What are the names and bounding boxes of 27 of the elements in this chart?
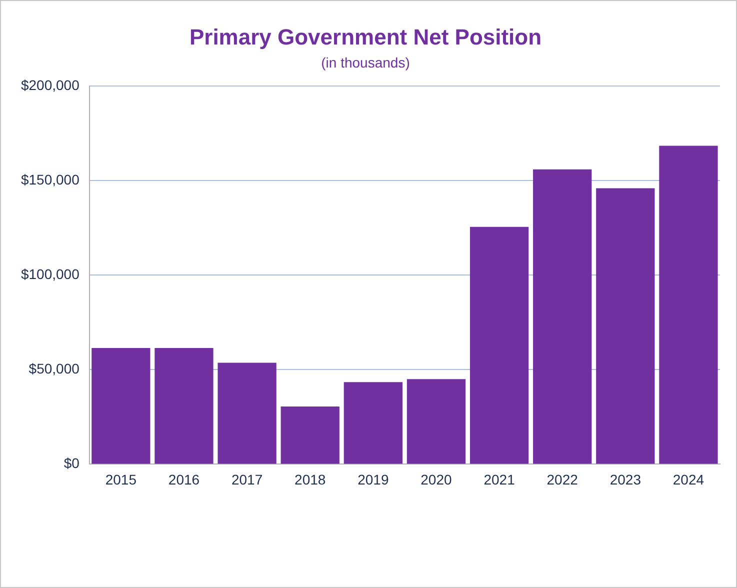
bar	[533, 169, 592, 464]
y-tick-label: $0	[64, 455, 80, 472]
bar	[280, 406, 340, 464]
y-tick-label: $50,000	[28, 360, 80, 377]
x-tick-label: 2018	[294, 471, 326, 488]
x-tick-label: 2019	[358, 471, 389, 488]
bar	[154, 348, 214, 464]
bar	[659, 146, 718, 464]
x-tick-label: 2015	[105, 471, 137, 488]
bar	[218, 362, 276, 464]
x-tick-label: 2023	[610, 471, 642, 488]
bar	[406, 379, 466, 464]
y-tick-label: $100,000	[20, 266, 80, 282]
y-tick-label: $200,000	[20, 77, 80, 94]
x-tick-label: 2017	[231, 471, 263, 488]
chart-subtitle: (in thousands)	[321, 54, 410, 71]
bar	[92, 348, 150, 464]
bar	[470, 226, 529, 464]
x-tick-label: 2022	[546, 471, 578, 488]
bar	[596, 188, 655, 464]
y-tick-label: $150,000	[20, 172, 80, 188]
x-tick-label: 2024	[672, 471, 704, 488]
x-tick-label: 2016	[168, 471, 200, 488]
x-tick-label: 2020	[420, 471, 452, 488]
chart-title: Primary Government Net Position	[189, 24, 542, 50]
x-tick-label: 2021	[484, 471, 516, 488]
bar	[344, 382, 402, 464]
